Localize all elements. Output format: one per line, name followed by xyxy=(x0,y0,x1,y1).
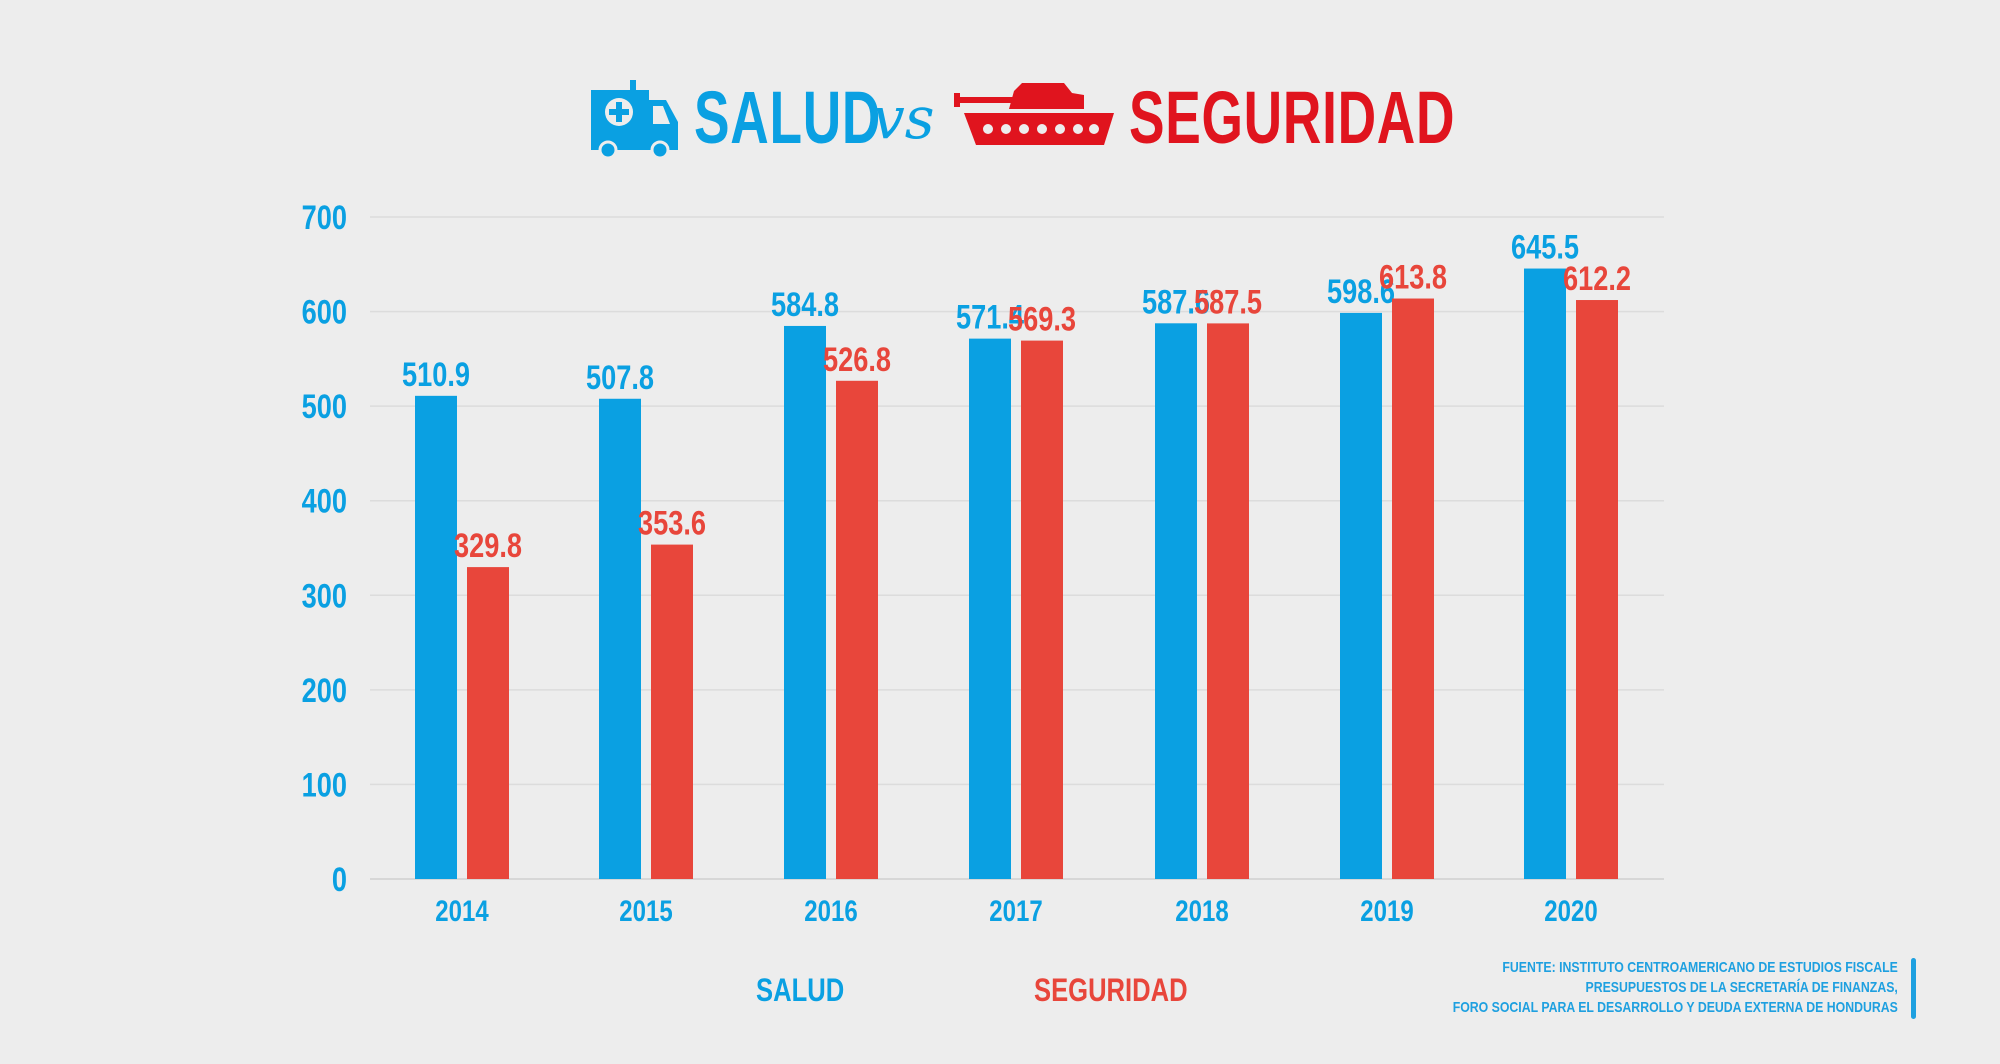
x-tick-label: 2014 xyxy=(435,893,488,927)
data-label: 645.5 xyxy=(1511,228,1579,267)
bar-seguridad-2019 xyxy=(1392,298,1434,879)
bar-salud-2014 xyxy=(415,395,457,879)
bar-salud-2017 xyxy=(969,338,1011,879)
legend-seguridad: SEGURIDAD xyxy=(1034,972,1188,1008)
y-tick-label: 400 xyxy=(302,482,347,521)
x-tick-label: 2018 xyxy=(1175,893,1228,927)
y-tick-label: 500 xyxy=(302,387,347,426)
y-tick-label: 700 xyxy=(302,198,347,237)
bar-salud-2019 xyxy=(1340,312,1382,880)
source-line-3: FORO SOCIAL PARA EL DESARROLLO Y DEUDA E… xyxy=(1452,999,1898,1016)
data-label: 587.6 xyxy=(1142,282,1210,321)
y-tick-label: 0 xyxy=(332,860,347,899)
x-tick-label: 2017 xyxy=(989,893,1042,927)
data-label: 507.8 xyxy=(586,358,654,397)
bar-seguridad-2018 xyxy=(1207,323,1249,880)
data-label: 612.2 xyxy=(1563,259,1631,298)
data-label: 613.8 xyxy=(1379,258,1447,297)
y-tick-label: 300 xyxy=(302,576,347,615)
data-label: 584.8 xyxy=(771,285,839,324)
title-seguridad: SEGURIDAD xyxy=(1129,76,1456,159)
bar-seguridad-2016 xyxy=(836,380,878,879)
y-tick-label: 200 xyxy=(302,671,347,710)
bar-seguridad-2015 xyxy=(651,544,693,879)
bar-salud-2018 xyxy=(1155,323,1197,879)
data-label: 353.6 xyxy=(638,504,706,543)
bar-salud-2020 xyxy=(1524,268,1566,879)
data-label: 526.8 xyxy=(823,340,891,379)
y-tick-label: 100 xyxy=(302,766,347,805)
title-vs: vs xyxy=(872,83,935,152)
x-tick-label: 2016 xyxy=(804,893,857,927)
bar-chart: 0 100 200 300 400 500 600 700 2014 510.9 329.8 2015… xyxy=(302,198,1664,928)
bar-salud-2015 xyxy=(599,398,641,879)
source-accent-bar xyxy=(1911,958,1916,1019)
source-note: FUENTE: INSTITUTO CENTROAMERICANO DE EST… xyxy=(1453,958,1898,1018)
bar-seguridad-2017 xyxy=(1021,340,1063,879)
data-label: 510.9 xyxy=(402,355,470,394)
data-label: 571.4 xyxy=(956,298,1024,337)
x-tick-label: 2020 xyxy=(1544,893,1597,927)
data-label: 598.6 xyxy=(1327,272,1395,311)
x-tick-label: 2019 xyxy=(1360,893,1413,927)
data-label: 587.5 xyxy=(1194,282,1262,321)
bar-salud-2016 xyxy=(784,325,826,879)
y-tick-label: 600 xyxy=(302,293,347,332)
tank-icon xyxy=(954,82,1114,145)
x-tick-label: 2015 xyxy=(619,893,672,927)
bar-seguridad-2014 xyxy=(467,567,509,879)
data-label: 329.8 xyxy=(454,526,522,565)
data-label: 569.3 xyxy=(1008,300,1076,339)
legend-salud: SALUD xyxy=(756,972,845,1008)
chart-title: SALUD vs SEGURIDAD xyxy=(590,70,1582,165)
source-line-1: FUENTE: INSTITUTO CENTROAMERICANO DE EST… xyxy=(1502,959,1898,976)
source-line-2: PRESUPUESTOS DE LA SECRETARÍA DE FINANZA… xyxy=(1585,979,1898,996)
bar-seguridad-2020 xyxy=(1576,300,1618,880)
ambulance-icon xyxy=(591,79,678,159)
